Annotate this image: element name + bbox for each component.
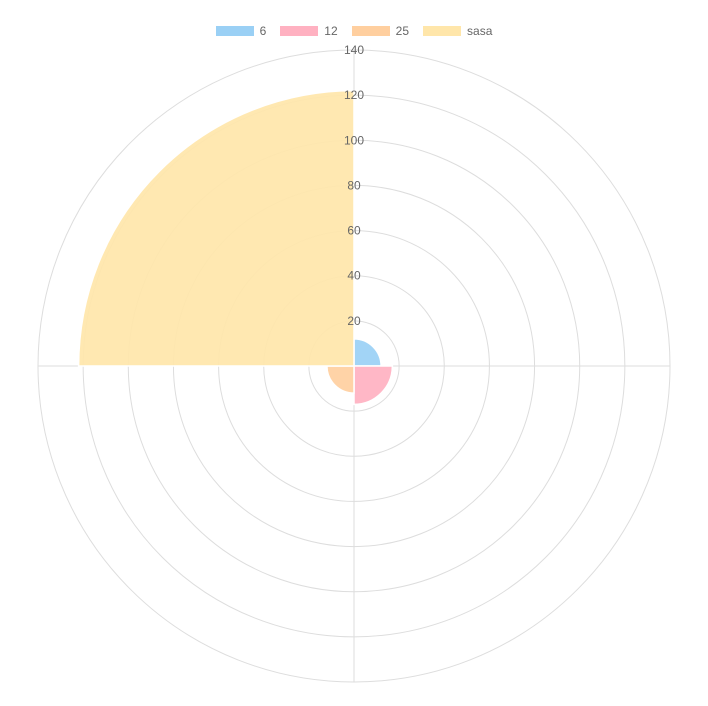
legend-swatch xyxy=(215,26,254,36)
data-segments xyxy=(77,89,394,406)
legend-item-sasa[interactable]: sasa xyxy=(423,24,492,38)
segment-6[interactable] xyxy=(353,338,382,367)
chart-legend: 6 12 25 sasa xyxy=(0,24,708,38)
tick-label: 60 xyxy=(347,224,361,238)
tick-label: 120 xyxy=(344,88,364,102)
tick-label: 40 xyxy=(347,269,361,283)
tick-label: 100 xyxy=(344,133,364,147)
tick-label: 20 xyxy=(347,314,361,328)
legend-item-12[interactable]: 12 xyxy=(280,24,338,38)
legend-swatch xyxy=(280,26,319,36)
legend-label: 12 xyxy=(324,24,338,38)
radial-tick-labels: 20 40 60 80 100 120 140 xyxy=(344,43,364,328)
legend-item-6[interactable]: 6 xyxy=(215,24,267,38)
tick-label: 80 xyxy=(347,178,361,192)
segment-sasa[interactable] xyxy=(77,89,355,367)
legend-swatch xyxy=(351,26,390,36)
legend-label: sasa xyxy=(467,24,493,38)
legend-swatch xyxy=(423,26,462,36)
tick-label: 140 xyxy=(344,43,364,57)
segment-12[interactable] xyxy=(353,365,394,406)
legend-label: 25 xyxy=(395,24,410,38)
legend-item-25[interactable]: 25 xyxy=(351,24,410,38)
segment-25[interactable] xyxy=(326,365,355,394)
legend-label: 6 xyxy=(259,24,267,38)
